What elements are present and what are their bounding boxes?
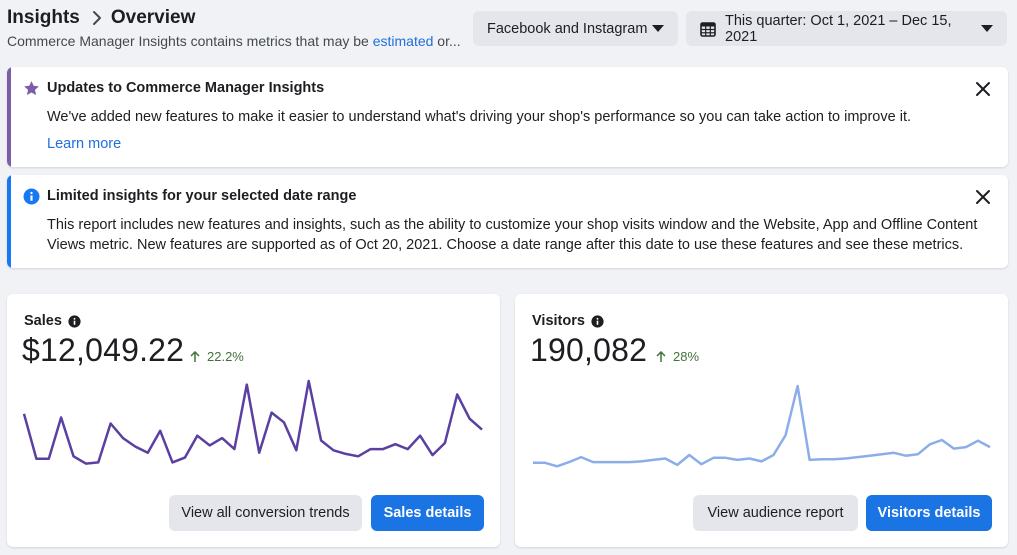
breadcrumb: Insights Overview: [7, 7, 195, 29]
sales-details-button[interactable]: Sales details: [371, 495, 484, 531]
view-conversion-trends-button[interactable]: View all conversion trends: [169, 495, 362, 531]
page-header: Insights Overview Commerce Manager Insig…: [0, 0, 1017, 60]
sales-value: $12,049.22: [22, 332, 185, 368]
banner-body: This report includes new features and in…: [47, 217, 978, 253]
star-icon: [23, 80, 40, 97]
visitors-label: Visitors: [532, 313, 604, 329]
banner-title: Updates to Commerce Manager Insights: [47, 80, 325, 96]
estimated-link[interactable]: estimated: [372, 33, 434, 49]
visitors-series-line: [533, 384, 991, 468]
caret-down-icon: [981, 24, 993, 33]
close-icon[interactable]: [975, 81, 991, 97]
platform-dropdown-label: Facebook and Instagram: [487, 20, 648, 37]
visitors-label-text: Visitors: [532, 313, 585, 329]
sales-label-text: Sales: [24, 313, 62, 329]
calendar-icon: [700, 21, 716, 37]
visitors-details-button[interactable]: Visitors details: [866, 495, 992, 531]
sales-sparkline: [22, 379, 483, 465]
info-icon[interactable]: [591, 314, 604, 328]
banner-title: Limited insights for your selected date …: [47, 188, 357, 204]
arrow-up-icon: [656, 350, 666, 363]
sales-label: Sales: [24, 313, 81, 329]
page-subtitle: Commerce Manager Insights contains metri…: [7, 33, 461, 49]
arrow-up-icon: [190, 350, 200, 363]
date-range-dropdown[interactable]: This quarter: Oct 1, 2021 – Dec 15, 2021: [686, 11, 1007, 46]
sales-card: Sales $12,049.22 22.2% View all conversi…: [7, 294, 500, 547]
breadcrumb-root[interactable]: Insights: [7, 7, 80, 28]
platform-dropdown[interactable]: Facebook and Instagram: [473, 11, 678, 46]
page-title: Overview: [110, 7, 196, 28]
caret-down-icon: [652, 24, 664, 33]
banner-body: We've added new features to make it easi…: [47, 109, 911, 125]
visitors-change-value: 28%: [673, 349, 700, 364]
info-icon[interactable]: [68, 314, 81, 328]
close-icon[interactable]: [975, 189, 991, 205]
view-audience-report-button[interactable]: View audience report: [693, 495, 858, 531]
visitors-value: 190,082: [530, 332, 648, 368]
learn-more-link[interactable]: Learn more: [47, 136, 122, 152]
subtitle-text: Commerce Manager Insights contains metri…: [7, 33, 369, 49]
visitors-sparkline: [533, 384, 991, 468]
date-range-label: This quarter: Oct 1, 2021 – Dec 15, 2021: [725, 12, 952, 45]
updates-banner: Updates to Commerce Manager Insights We'…: [7, 67, 1008, 167]
limited-insights-banner: Limited insights for your selected date …: [7, 175, 1008, 268]
banner-accent-stripe: [7, 67, 11, 167]
sales-change-value: 22.2%: [207, 349, 244, 364]
sales-change: 22.2%: [190, 349, 244, 364]
visitors-card: Visitors 190,082 28% View audience repor…: [515, 294, 1008, 547]
banner-accent-stripe: [7, 175, 11, 268]
chevron-right-icon: [92, 10, 102, 26]
sales-series-line: [22, 379, 483, 465]
subtitle-tail: or...: [437, 33, 461, 49]
info-icon: [23, 188, 40, 205]
visitors-change: 28%: [656, 349, 699, 364]
